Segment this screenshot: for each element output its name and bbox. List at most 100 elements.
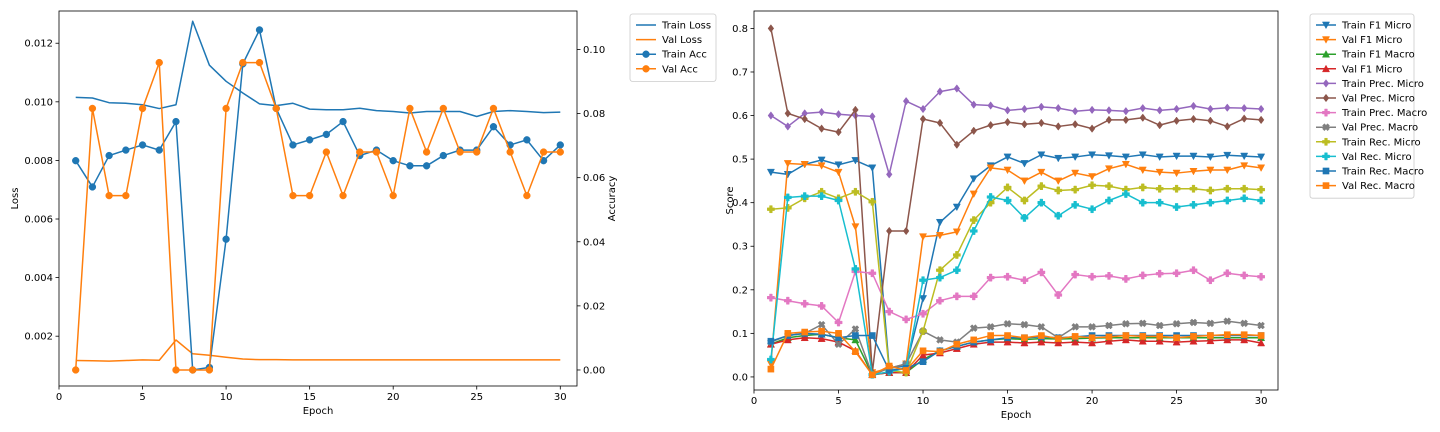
data-point: [422, 148, 431, 156]
data-point: [834, 161, 843, 169]
data-point: [851, 265, 860, 273]
data-point: [339, 117, 347, 126]
legend-label: Train F1 Micro: [1341, 21, 1411, 32]
legend-label: Val F1 Micro: [1342, 64, 1402, 75]
data-point: [1105, 182, 1113, 190]
series-val-rec-micro: [767, 190, 1265, 379]
data-point: [1207, 116, 1214, 125]
data-point: [1105, 321, 1113, 330]
data-point: [952, 266, 961, 275]
legend-marker: [1322, 93, 1330, 103]
data-point: [72, 157, 80, 165]
data-point: [1223, 317, 1232, 326]
data-point: [936, 348, 944, 355]
data-point: [439, 104, 447, 113]
data-point: [919, 295, 928, 303]
data-point: [1088, 205, 1096, 214]
data-point: [834, 318, 843, 327]
data-point: [356, 148, 364, 156]
data-point: [523, 136, 531, 144]
data-point: [851, 157, 860, 165]
y-tick-label: 0.004: [24, 273, 53, 284]
data-point: [1020, 276, 1029, 285]
data-point: [239, 58, 247, 67]
x-tick-label: 5: [139, 392, 145, 403]
legend-label: Train Rec. Micro: [1341, 137, 1421, 148]
data-point: [389, 157, 397, 165]
data-point: [305, 136, 314, 144]
data-point: [851, 335, 860, 344]
x-axis-label: Epoch: [303, 406, 334, 417]
data-point: [800, 333, 809, 342]
data-point: [1189, 337, 1198, 345]
data-point: [1206, 153, 1215, 162]
series-val-rec-macro: [767, 327, 1265, 379]
y-tick-label: 0.012: [24, 39, 53, 50]
data-point: [969, 292, 978, 301]
data-point: [1122, 107, 1130, 116]
legend-item: Train Rec. Macro: [1316, 167, 1424, 178]
data-point: [1003, 337, 1012, 346]
data-point: [835, 110, 842, 119]
data-point: [1088, 334, 1096, 342]
data-point: [818, 327, 825, 335]
data-point: [868, 197, 877, 206]
data-point: [1037, 168, 1046, 177]
data-point: [784, 122, 792, 131]
data-point: [869, 332, 876, 339]
data-point: [138, 104, 147, 113]
data-point: [322, 148, 331, 156]
data-point: [1155, 337, 1164, 345]
legend-item: Train Loss: [636, 21, 711, 32]
data-point: [1223, 331, 1231, 338]
data-point: [1207, 104, 1214, 114]
legend-item: Val Prec. Macro: [1316, 123, 1418, 134]
loss-accuracy-chart: 0 5 10 15 20 25 30 0.002 0.004 0.006 0.008 0.010 0.0…: [10, 10, 717, 417]
data-point: [1240, 162, 1249, 170]
data-point: [1071, 270, 1080, 279]
data-point: [1054, 335, 1062, 342]
data-point: [1054, 177, 1063, 186]
data-point: [919, 276, 927, 285]
data-point: [1156, 333, 1163, 340]
data-point: [936, 87, 944, 96]
data-point: [1189, 168, 1198, 176]
legend-box: [1309, 13, 1415, 199]
data-point: [1257, 164, 1266, 172]
series-val-f1-micro: [766, 160, 1266, 377]
data-point: [1206, 198, 1215, 207]
x-tick-label: 10: [220, 392, 233, 403]
data-point: [1223, 166, 1232, 175]
data-point: [919, 104, 927, 114]
data-point: [869, 112, 876, 121]
legend-label: Train Prec. Macro: [1341, 108, 1427, 119]
data-point: [1240, 271, 1249, 280]
data-point: [783, 335, 792, 344]
data-point: [1189, 184, 1198, 193]
data-point: [1206, 276, 1215, 285]
x-axis-label: Epoch: [1001, 410, 1032, 421]
data-point: [919, 347, 927, 355]
y2-tick-label: 0.06: [583, 173, 605, 184]
data-point: [255, 58, 264, 67]
data-point: [852, 348, 859, 355]
data-point: [1240, 335, 1249, 344]
data-point: [1138, 319, 1147, 328]
data-point: [767, 365, 775, 373]
data-point: [784, 330, 792, 337]
data-point: [1139, 333, 1147, 340]
data-point: [1054, 338, 1063, 347]
x-tick-label: 20: [387, 392, 400, 403]
data-point: [72, 366, 80, 374]
data-point: [406, 104, 414, 113]
x-tick-label: 10: [917, 396, 930, 407]
data-point: [456, 148, 464, 156]
data-point: [489, 123, 498, 131]
data-point: [1071, 120, 1079, 129]
series-line: [75, 339, 561, 362]
series-line: [770, 193, 1262, 376]
data-point: [155, 146, 163, 154]
data-point: [1071, 337, 1080, 346]
data-point: [783, 193, 792, 202]
y-tick-label: 0.8: [732, 24, 748, 35]
